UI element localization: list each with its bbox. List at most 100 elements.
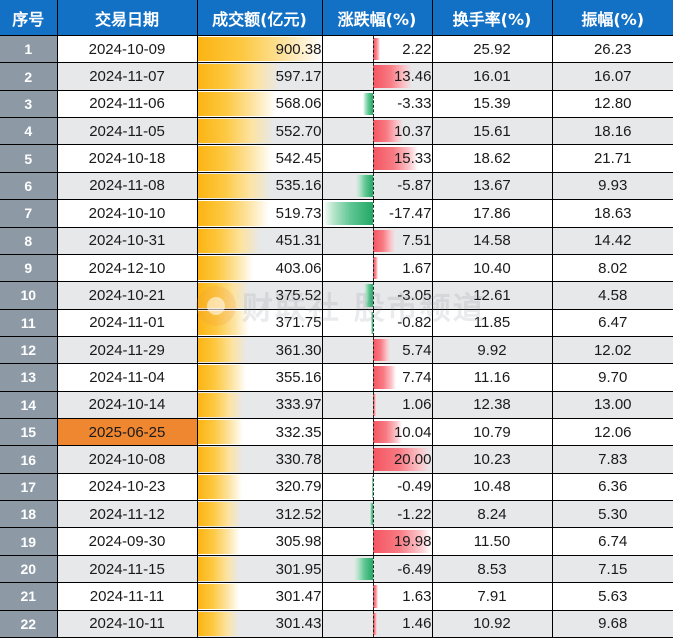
trade-date-cell[interactable]: 2024-10-09 [57,35,198,64]
change-negative-bar [371,475,374,499]
row-index-cell: 16 [0,445,58,474]
trade-date-cell[interactable]: 2024-11-06 [57,90,198,119]
table-row[interactable]: 11 2024-11-01 371.75 -0.82 11.85 6.47 [0,309,673,337]
table-row[interactable]: 17 2024-10-23 320.79 -0.49 10.48 6.36 [0,473,673,502]
trade-date-cell[interactable]: 2024-10-08 [57,445,198,474]
amplitude-cell: 6.47 [552,309,673,337]
change-positive-bar [373,366,396,389]
change-value: 10.37 [393,122,432,140]
amount-data-bar [197,337,248,363]
trade-date-cell[interactable]: 2024-12-10 [57,254,198,283]
table-row[interactable]: 15 2025-06-25 332.35 10.04 10.79 12.06 [0,418,673,447]
amount-data-bar [197,392,244,418]
table-row[interactable]: 18 2024-11-12 312.52 -1.22 8.24 5.30 [0,500,673,529]
trade-date-cell[interactable]: 2024-11-12 [57,500,198,529]
trade-date-cell[interactable]: 2024-10-10 [57,199,198,228]
table-row[interactable]: 13 2024-11-04 355.16 7.74 11.16 9.70 [0,363,673,392]
change-value: 1.46 [402,615,432,633]
amount-data-bar [197,447,244,472]
price-change-cell: 1.67 [322,254,433,283]
turnover-amount-cell: 305.98 [197,527,323,556]
trade-date-cell[interactable]: 2024-10-31 [57,227,198,255]
trade-date-cell[interactable]: 2024-09-30 [57,527,198,556]
change-value: -17.47 [388,204,432,222]
change-zero-axis [373,336,375,363]
table-row[interactable]: 7 2024-10-10 519.73 -17.47 17.86 18.63 [0,199,673,228]
table-row[interactable]: 19 2024-09-30 305.98 19.98 11.50 6.74 [0,527,673,556]
trade-date-cell-highlighted[interactable]: 2025-06-25 [57,418,198,447]
turnover-rate-cell: 10.40 [432,254,553,283]
column-header-change[interactable]: 涨跌幅(%) [322,0,433,36]
trade-date-cell[interactable]: 2024-11-01 [57,309,198,337]
change-value: 1.06 [402,396,432,414]
column-header-date[interactable]: 交易日期 [57,0,198,36]
trade-date-cell[interactable]: 2024-11-08 [57,172,198,201]
price-change-cell: 7.51 [322,227,433,255]
price-change-cell: 1.06 [322,391,433,420]
trade-date-cell[interactable]: 2024-10-14 [57,391,198,420]
change-zero-axis [373,309,375,336]
table-row[interactable]: 22 2024-10-11 301.43 1.46 10.92 9.68 [0,610,673,638]
table-row[interactable]: 3 2024-11-06 568.06 -3.33 15.39 12.80 [0,90,673,119]
trade-date-cell[interactable]: 2024-11-15 [57,555,198,584]
price-change-cell: -1.22 [322,500,433,529]
table-row[interactable]: 14 2024-10-14 333.97 1.06 12.38 13.00 [0,391,673,420]
row-index-cell: 17 [0,473,58,502]
row-index-cell: 2 [0,62,58,91]
turnover-rate-cell: 8.24 [432,500,553,529]
row-index-cell: 19 [0,527,58,556]
table-row[interactable]: 1 2024-10-09 900.38 2.22 25.92 26.23 [0,35,673,64]
table-row[interactable]: 16 2024-10-08 330.78 20.00 10.23 7.83 [0,445,673,474]
table-row[interactable]: 9 2024-12-10 403.06 1.67 10.40 8.02 [0,254,673,283]
change-value: 10.04 [393,423,432,441]
column-header-turnover[interactable]: 换手率(%) [432,0,553,36]
turnover-amount-cell: 568.06 [197,90,323,119]
change-positive-bar [373,585,378,608]
change-positive-bar [373,38,380,61]
turnover-amount-cell: 312.52 [197,500,323,529]
trade-date-cell[interactable]: 2024-11-29 [57,336,198,365]
turnover-amount-cell: 330.78 [197,445,323,474]
trade-date-cell[interactable]: 2024-11-07 [57,62,198,91]
price-change-cell: -17.47 [322,199,433,228]
amplitude-cell: 9.70 [552,363,673,392]
change-value: -3.33 [397,95,432,113]
change-positive-bar [373,530,431,553]
table-row[interactable]: 5 2024-10-18 542.45 15.33 18.62 21.71 [0,144,673,173]
column-header-index[interactable]: 序号 [0,0,58,36]
trade-date-cell[interactable]: 2024-10-21 [57,281,198,310]
amplitude-cell: 18.63 [552,199,673,228]
change-zero-axis [373,391,375,418]
table-row[interactable]: 6 2024-11-08 535.16 -5.87 13.67 9.93 [0,172,673,201]
trade-date-cell[interactable]: 2024-11-11 [57,582,198,611]
table-row[interactable]: 21 2024-11-11 301.47 1.63 7.91 5.63 [0,582,673,611]
amount-value: 355.16 [275,368,322,386]
column-header-swing[interactable]: 振幅(%) [552,0,673,36]
price-change-cell: 5.74 [322,336,433,365]
turnover-amount-cell: 355.16 [197,363,323,392]
amplitude-cell: 7.83 [552,445,673,474]
change-zero-axis [373,583,375,610]
trade-date-cell[interactable]: 2024-11-05 [57,117,198,146]
change-positive-bar [373,393,377,417]
change-zero-axis [373,90,375,117]
change-zero-axis [373,145,375,172]
trade-date-cell[interactable]: 2024-10-18 [57,144,198,173]
change-value: 15.33 [393,150,432,168]
amount-value: 361.30 [275,341,322,359]
table-row[interactable]: 10 2024-10-21 375.52 -3.05 12.61 4.58 [0,281,673,310]
table-row[interactable]: 20 2024-11-15 301.95 -6.49 8.53 7.15 [0,555,673,584]
trade-date-cell[interactable]: 2024-10-11 [57,610,198,638]
table-row[interactable]: 12 2024-11-29 361.30 5.74 9.92 12.02 [0,336,673,365]
amount-data-bar [197,37,321,62]
trade-date-cell[interactable]: 2024-11-04 [57,363,198,392]
turnover-rate-cell: 11.50 [432,527,553,556]
table-row[interactable]: 2 2024-11-07 597.17 13.46 16.01 16.07 [0,62,673,91]
table-row[interactable]: 4 2024-11-05 552.70 10.37 15.61 18.16 [0,117,673,146]
table-row[interactable]: 8 2024-10-31 451.31 7.51 14.58 14.42 [0,227,673,255]
amplitude-cell: 12.06 [552,418,673,447]
row-index-cell: 7 [0,199,58,228]
column-header-amount[interactable]: 成交额(亿元) [197,0,323,36]
trade-date-cell[interactable]: 2024-10-23 [57,473,198,502]
